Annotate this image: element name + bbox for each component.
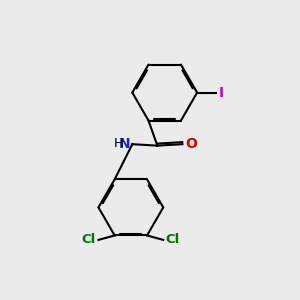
- Text: O: O: [185, 137, 197, 151]
- Text: Cl: Cl: [82, 233, 96, 246]
- Text: I: I: [218, 85, 224, 100]
- Text: H: H: [114, 137, 124, 150]
- Text: Cl: Cl: [166, 233, 180, 246]
- Text: N: N: [119, 136, 131, 151]
